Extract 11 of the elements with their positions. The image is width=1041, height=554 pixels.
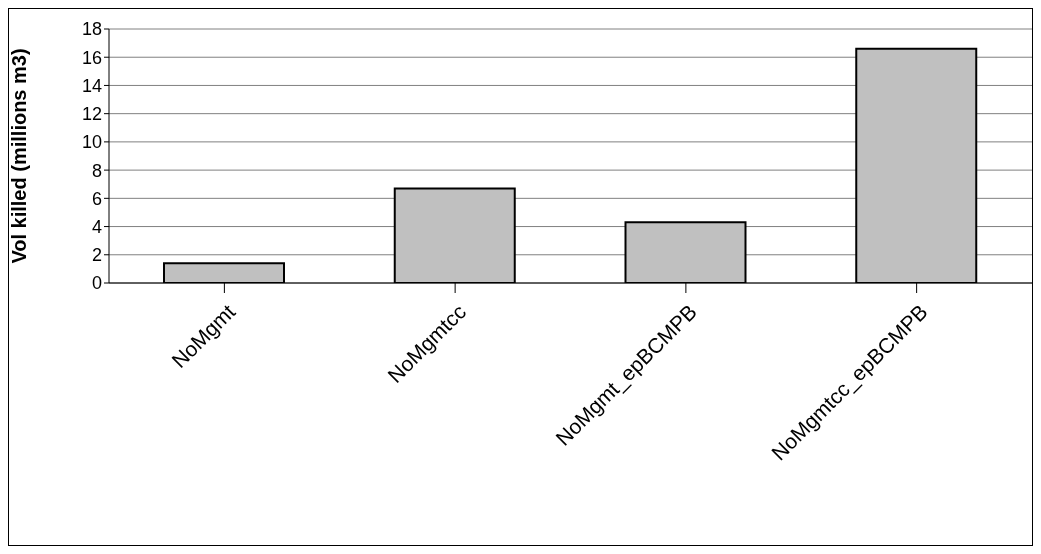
y-tick-label: 16 xyxy=(81,47,102,68)
y-tick-label: 6 xyxy=(91,188,102,209)
y-tick-label: 18 xyxy=(81,19,102,40)
y-tick-label: 8 xyxy=(91,160,102,181)
y-tick-label: 12 xyxy=(81,104,102,125)
y-tick-label: 0 xyxy=(91,273,102,294)
y-tick-label: 14 xyxy=(81,75,102,96)
y-axis-title: Vol killed (millions m3) xyxy=(8,48,31,264)
y-tick-label: 4 xyxy=(91,216,102,237)
y-tick-label: 10 xyxy=(81,132,102,153)
y-tick-label: 2 xyxy=(91,245,102,266)
